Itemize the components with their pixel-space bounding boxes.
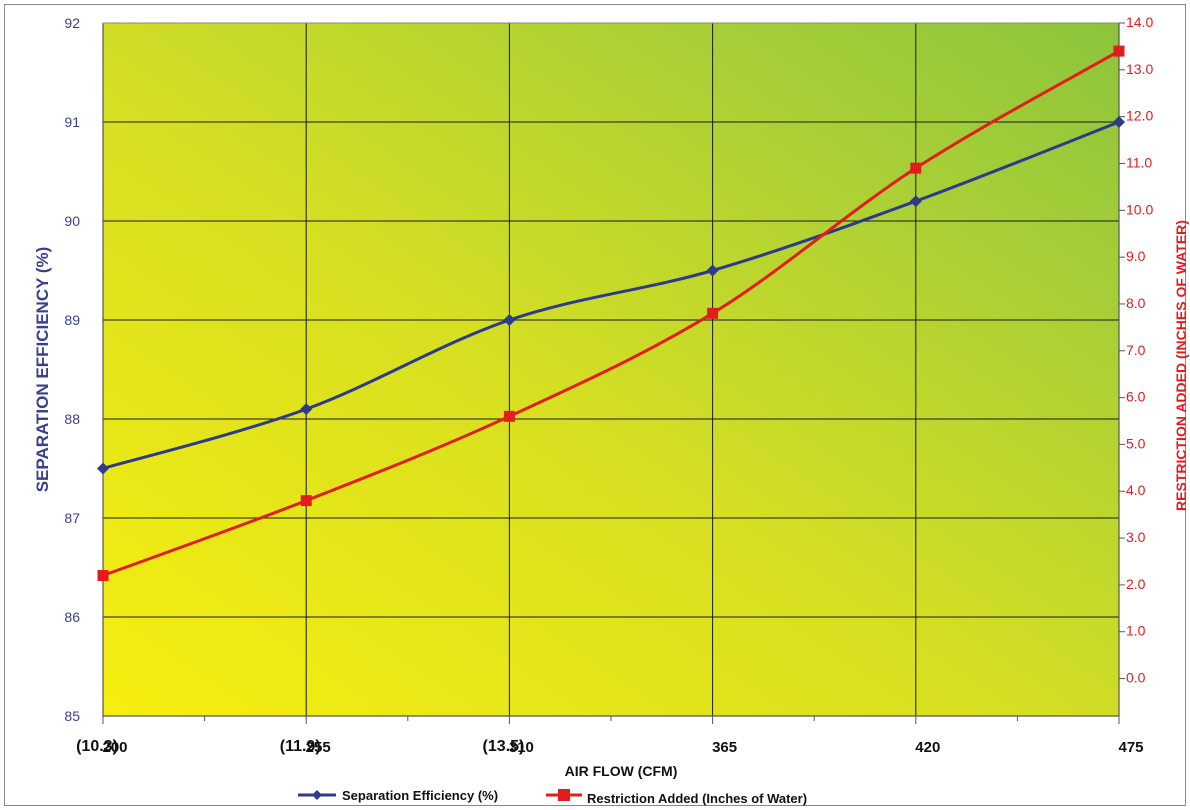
- x-annotation: (11.9): [280, 738, 321, 755]
- chart-frame: [4, 4, 1186, 806]
- y-right-tick-label: 13.0: [1126, 61, 1153, 77]
- legend: Separation Efficiency (%) Restriction Add…: [298, 788, 807, 806]
- y-right-tick-label: 2.0: [1126, 576, 1146, 592]
- data-point-restriction: [1113, 45, 1125, 57]
- data-point-efficiency: [1113, 116, 1125, 128]
- x-tick-label: 200: [102, 739, 127, 756]
- legend-marker-efficiency: [312, 790, 322, 800]
- y-left-tick-label: 85: [64, 708, 80, 724]
- data-point-efficiency: [97, 462, 109, 475]
- y-right-tick-label: 12.0: [1126, 108, 1153, 124]
- y-right-tick-label: 6.0: [1126, 389, 1146, 405]
- axes: [102, 22, 1125, 724]
- series-line-efficiency: [102, 120, 1120, 470]
- y-left-tick-label: 86: [64, 609, 80, 625]
- data-point-restriction: [503, 410, 515, 422]
- y-right-tick-label: 4.0: [1126, 482, 1146, 498]
- data-point-efficiency: [503, 314, 516, 326]
- y-right-tick-label: 3.0: [1126, 529, 1146, 545]
- y-left-tick-label: 91: [64, 114, 80, 130]
- series-line-restriction: [102, 49, 1120, 577]
- y-right-tick-label: 0.0: [1126, 670, 1146, 686]
- x-axis-title: AIR FLOW (CFM): [565, 763, 678, 779]
- y-right-tick-label: 14.0: [1126, 14, 1153, 30]
- y-left-tick-label: 88: [64, 411, 80, 427]
- y-left-axis-title: SEPARATION EFFICIENCY (%): [33, 247, 52, 493]
- y-right-tick-label: 10.0: [1126, 201, 1153, 217]
- x-tick-label: 255: [306, 739, 331, 756]
- legend-label-efficiency: Separation Efficiency (%): [342, 788, 498, 803]
- data-point-restriction: [300, 495, 312, 507]
- y-left-tick-label: 90: [64, 213, 80, 229]
- y-left-tick-label: 92: [64, 15, 80, 31]
- y-right-tick-label: 9.0: [1126, 248, 1146, 264]
- y-right-tick-label: 1.0: [1126, 623, 1146, 639]
- x-annotation: (10.3): [76, 738, 118, 755]
- y-right-axis-title: RESTRICTION ADDED (INCHES OF WATER): [1173, 220, 1189, 511]
- y-right-tick-label: 7.0: [1126, 342, 1146, 358]
- y-right-tick-label: 8.0: [1126, 295, 1146, 311]
- y-right-tick-label: 5.0: [1126, 435, 1146, 451]
- x-annotation: (13.5): [483, 738, 525, 755]
- series-layer: [97, 45, 1125, 582]
- data-point-efficiency: [909, 195, 922, 208]
- legend-marker-restriction: [558, 789, 570, 801]
- x-tick-label: 475: [1118, 739, 1143, 756]
- data-point-restriction: [910, 162, 922, 174]
- x-tick-label: 420: [915, 739, 940, 756]
- y-left-tick-label: 87: [64, 510, 80, 526]
- grid-lines: [103, 23, 1119, 716]
- x-tick-label: 310: [509, 739, 534, 756]
- legend-label-restriction: Restriction Added (Inches of Water): [587, 791, 807, 806]
- y-left-tick-label: 89: [64, 312, 80, 328]
- data-point-efficiency: [706, 264, 719, 277]
- data-point-restriction: [707, 307, 719, 319]
- labels-layer: 85 86 87 88 89 90 91 92 200 255 310 365 420 475 (10.3)…: [33, 14, 1189, 779]
- x-tick-label: 365: [712, 739, 737, 756]
- data-point-efficiency: [300, 403, 313, 416]
- data-point-restriction: [97, 570, 109, 582]
- y-right-tick-label: 11.0: [1126, 154, 1152, 170]
